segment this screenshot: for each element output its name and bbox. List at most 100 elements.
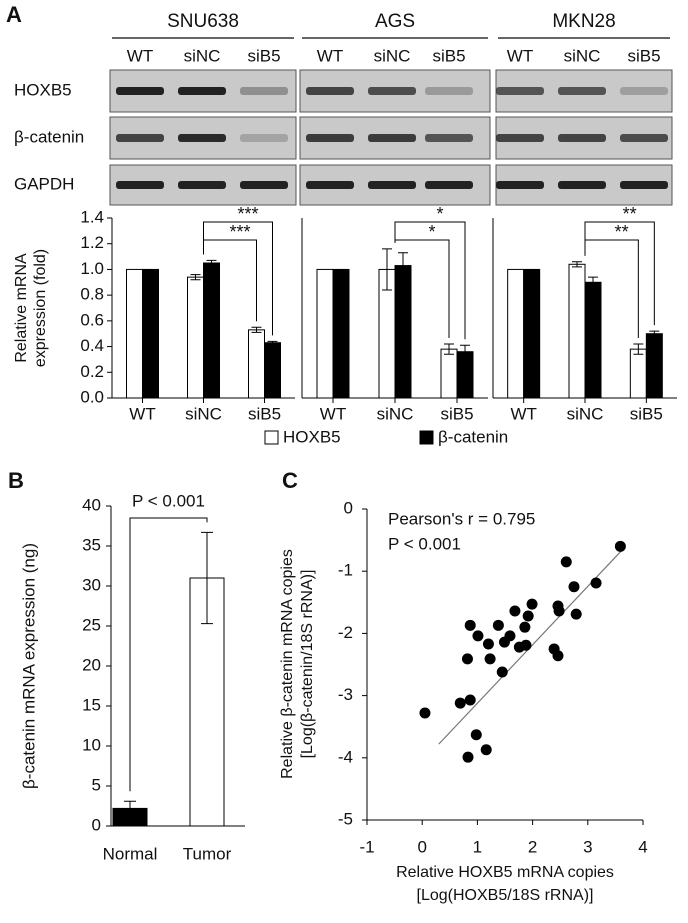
significance-label: *** [229,222,250,242]
y-tick-label: 5 [92,775,101,794]
bar [394,265,412,399]
bar [203,262,220,399]
error-bar [124,800,136,817]
gel-band [558,181,606,189]
x-tick-label: 4 [638,837,647,856]
scatter-point [509,605,521,617]
scatter-point [454,697,466,709]
scatter-point [461,653,473,665]
scatter-point [472,630,484,642]
significance-bracket [203,221,273,336]
gel-band [306,87,354,95]
lane-label: siB5 [627,46,660,65]
gel-band [368,134,416,142]
gel-band [116,134,164,142]
scatter-point [464,619,476,631]
lane-label: WT [127,46,153,65]
significance-bracket [203,239,257,322]
gel-band [558,134,606,142]
significance-bracket [129,517,208,792]
significance-label: ** [615,222,629,242]
panel-label: B [8,468,24,493]
scatter-point [519,621,531,633]
x-tick-label: siB5 [630,404,663,423]
x-axis-label: Relative HOXB5 mRNA copies [396,864,614,881]
significance-label: * [436,204,443,224]
scatter-point [484,653,496,665]
gel-band [240,134,288,142]
y-tick-label: 0.8 [80,285,104,304]
y-tick-label: -1 [338,561,353,580]
x-tick-label: 3 [583,837,592,856]
y-tick-label: 35 [82,535,101,554]
x-tick-label: Tumor [183,844,232,863]
x-tick-label: 0 [417,837,426,856]
scatter-point [470,729,482,741]
bar [584,281,602,399]
gene-label: GAPDH [14,174,74,193]
gel-band [425,87,473,95]
x-tick-label: -1 [359,837,374,856]
cell-line-label: AGS [375,11,415,32]
gel-band [425,134,473,142]
bar [264,342,281,399]
scatter-point [614,540,626,552]
gel-band [306,181,354,189]
gel-band [306,134,354,142]
bar [332,268,350,399]
significance-label: *** [237,204,258,224]
y-tick-label: 1.0 [80,259,104,278]
y-axis-label: Relative mRNA [13,253,30,363]
gel-band [496,134,544,142]
error-bar [206,259,217,267]
y-axis-label: Relative β-catenin mRNA copies [279,549,296,779]
significance-bracket [584,221,655,326]
y-tick-label: 15 [82,695,101,714]
error-bar [572,261,582,268]
lane-label: WT [507,46,533,65]
x-tick-label: siB5 [440,404,473,423]
significance-bracket [394,239,450,338]
x-tick-label: siNC [377,404,414,423]
bar [629,348,647,399]
lane-label: siB5 [247,46,280,65]
x-tick-label: 2 [528,837,537,856]
gel-band [620,181,668,189]
bar [523,268,541,399]
scatter-point [568,581,580,593]
y-axis-label: [Log(β-catenin/18S rRNA)] [299,570,316,759]
gel-band [116,181,164,189]
lane-label: WT [317,46,343,65]
x-tick-label: Normal [103,844,158,863]
annotation: P < 0.001 [388,534,461,553]
legend-label: β-catenin [438,427,508,446]
y-axis-label: expression (fold) [32,249,49,367]
gel-band [116,87,164,95]
gel-band [620,87,668,95]
scatter-point [419,707,431,719]
annotation: P < 0.001 [132,491,205,510]
error-bar [633,343,644,355]
y-tick-label: -4 [338,747,353,766]
error-bar [398,252,408,279]
gel-band [368,181,416,189]
y-tick-label: -3 [338,685,353,704]
bar [142,268,159,399]
y-tick-label: 0.2 [80,362,104,381]
y-tick-label: 30 [82,575,101,594]
y-tick-label: -5 [338,809,353,828]
scatter-point [522,610,534,622]
significance-label: ** [623,204,637,224]
y-tick-label: 40 [82,495,101,514]
gel-band [178,87,226,95]
lane-label: siNC [564,46,601,65]
bar [568,263,586,399]
gel-band [496,181,544,189]
scatter-point [492,619,504,631]
error-bar [267,340,278,345]
gel-band [178,181,226,189]
gel-band [240,181,288,189]
scatter-point [590,577,602,589]
error-bar [201,531,213,625]
scatter-point [498,636,510,648]
